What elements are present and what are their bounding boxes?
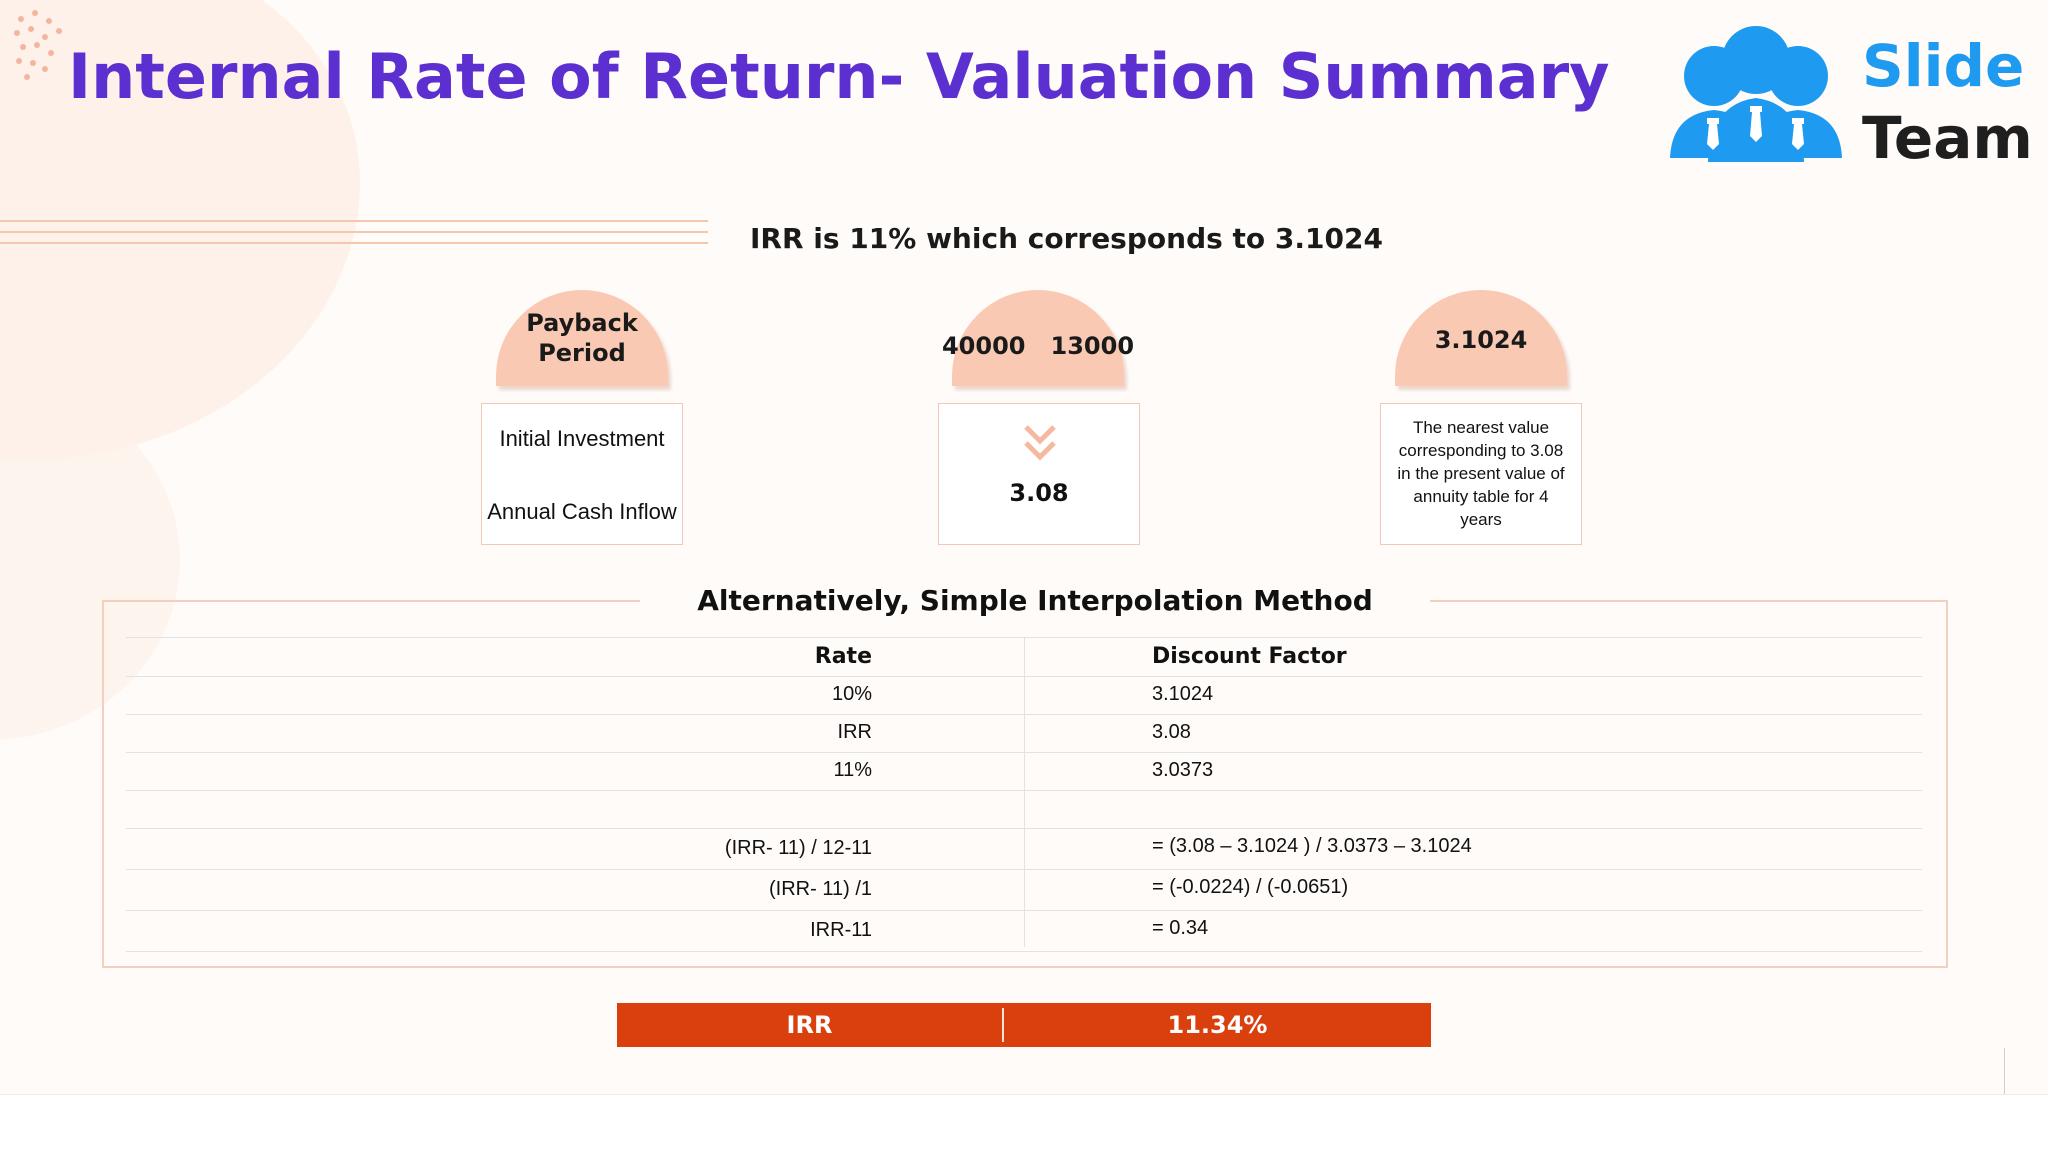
rate-cell: 11% bbox=[833, 759, 872, 781]
corner-tick bbox=[2004, 1048, 2005, 1094]
cashflow-dome-label: 40000 13000 bbox=[941, 332, 1135, 360]
annuity-note: The nearest value corresponding to 3.08 … bbox=[1397, 418, 1565, 529]
table-row: 10% 3.1024 bbox=[126, 677, 1922, 715]
column-divider bbox=[1024, 637, 1025, 947]
irr-result-bar: IRR 11.34% bbox=[617, 1003, 1431, 1047]
factor-value: 3.08 bbox=[1009, 479, 1069, 507]
annuity-note-card: The nearest value corresponding to 3.08 … bbox=[1380, 403, 1582, 545]
table-row: (IRR- 11) / 12-11 = (3.08 – 3.1024 ) / 3… bbox=[126, 829, 1922, 870]
annual-cash-inflow-label: Annual Cash Inflow bbox=[487, 499, 677, 524]
interpolation-table: Rate Discount Factor 10% 3.1024 IRR 3.08… bbox=[126, 637, 1922, 952]
decorative-lines bbox=[0, 220, 708, 253]
decorative-dots bbox=[12, 8, 72, 82]
logo-people-icon bbox=[1670, 26, 1842, 162]
factor-card: 3.08 bbox=[938, 403, 1140, 545]
slide: Internal Rate of Return- Valuation Summa… bbox=[0, 0, 2033, 1094]
formula-left-cell: (IRR- 11) /1 bbox=[769, 878, 872, 900]
formula-right-cell: = 0.34 bbox=[1152, 917, 1209, 939]
initial-investment-label: Initial Investment bbox=[499, 426, 665, 451]
table-header-row: Rate Discount Factor bbox=[126, 637, 1922, 677]
chevron-double-down-icon bbox=[1024, 425, 1056, 461]
formula-left-cell: IRR-11 bbox=[810, 919, 872, 941]
payback-card: Initial Investment Annual Cash Inflow bbox=[481, 403, 683, 545]
factor-cell: 3.1024 bbox=[1152, 683, 1214, 705]
annuity-dome: 3.1024 bbox=[1395, 290, 1567, 386]
interpolation-title: Alternatively, Simple Interpolation Meth… bbox=[640, 584, 1430, 617]
table-row: IRR-11 = 0.34 bbox=[126, 911, 1922, 952]
payback-dome: Payback Period bbox=[496, 290, 668, 386]
irr-headline: IRR is 11% which corresponds to 3.1024 bbox=[750, 222, 1383, 255]
irr-result-value: 11.34% bbox=[1167, 1011, 1268, 1039]
factor-cell: 3.0373 bbox=[1152, 759, 1214, 781]
rate-cell: 10% bbox=[831, 683, 872, 705]
formula-right-cell: = (3.08 – 3.1024 ) / 3.0373 – 3.1024 bbox=[1152, 835, 1472, 857]
table-row: 11% 3.0373 bbox=[126, 753, 1922, 791]
page-title: Internal Rate of Return- Valuation Summa… bbox=[68, 40, 1610, 113]
logo-text-team: Team bbox=[1862, 104, 2033, 172]
irr-result-label: IRR bbox=[786, 1011, 833, 1039]
table-row-empty bbox=[126, 791, 1922, 829]
formula-left-cell: (IRR- 11) / 12-11 bbox=[724, 837, 872, 859]
rate-header: Rate bbox=[814, 644, 872, 669]
factor-cell: 3.08 bbox=[1152, 721, 1191, 743]
logo-text-slide: Slide bbox=[1862, 32, 2025, 100]
formula-right-cell: = (-0.0224) / (-0.0651) bbox=[1152, 876, 1349, 898]
cashflow-dome: 40000 13000 bbox=[942, 290, 1134, 386]
irr-result-divider bbox=[1002, 1008, 1004, 1042]
discount-factor-header: Discount Factor bbox=[1152, 644, 1347, 669]
bottom-strip bbox=[0, 1094, 2048, 1153]
table-row: (IRR- 11) /1 = (-0.0224) / (-0.0651) bbox=[126, 870, 1922, 911]
table-row: IRR 3.08 bbox=[126, 715, 1922, 753]
payback-dome-label: Payback Period bbox=[526, 309, 638, 367]
annuity-dome-label: 3.1024 bbox=[1434, 326, 1528, 354]
rate-cell: IRR bbox=[837, 721, 872, 743]
